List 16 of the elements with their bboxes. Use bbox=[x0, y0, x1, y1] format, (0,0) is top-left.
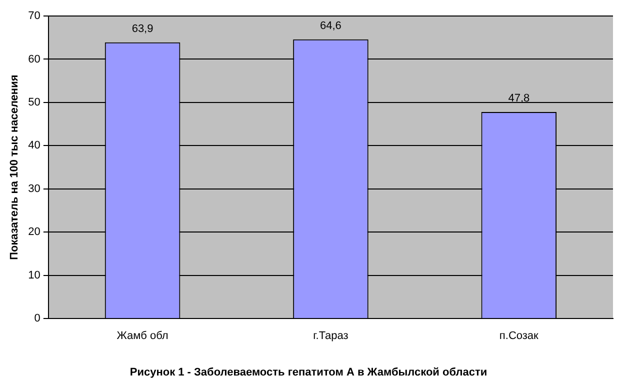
y-tick-label: 30 bbox=[28, 182, 40, 195]
y-tick-label: 40 bbox=[28, 140, 40, 152]
x-tick-label: п.Созак bbox=[499, 330, 539, 342]
data-label: 64,6 bbox=[320, 20, 342, 32]
y-tick-label: 70 bbox=[28, 10, 40, 22]
y-tick-label: 60 bbox=[28, 53, 40, 66]
x-tick-label: г.Тараз bbox=[313, 330, 348, 342]
y-tick-label: 10 bbox=[28, 269, 40, 282]
y-axis-title: Показатель на 100 тыс населения bbox=[8, 74, 21, 260]
y-tick-label: 20 bbox=[28, 226, 40, 238]
x-tick-label: Жамб обл bbox=[116, 330, 168, 342]
data-label: 47,8 bbox=[508, 92, 530, 104]
y-tick-label: 50 bbox=[28, 96, 40, 108]
text: Рисунок 1 - Заболеваемость гепатитом А в Жамбылской области bbox=[130, 366, 488, 378]
y-tick-label: 0 bbox=[34, 312, 40, 325]
data-label: 63,9 bbox=[132, 22, 154, 35]
